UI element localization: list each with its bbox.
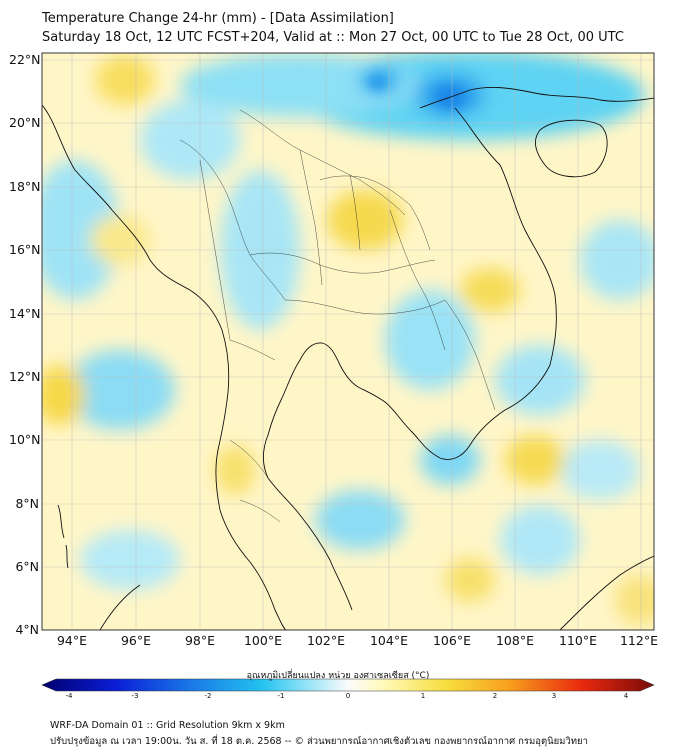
borders xyxy=(179,109,496,523)
colorbar-tick: -2 xyxy=(204,692,212,700)
lat-label: 8°N xyxy=(15,496,39,511)
map-frame xyxy=(41,52,655,631)
lon-label: 96°E xyxy=(120,633,152,648)
lon-label: 102°E xyxy=(306,633,345,648)
chart-subtitle: Saturday 18 Oct, 12 UTC FCST+204, Valid … xyxy=(42,30,624,45)
lon-label: 110°E xyxy=(558,633,597,648)
chart-title: Temperature Change 24-hr (mm) - [Data As… xyxy=(42,11,394,26)
colorbar-tick: 0 xyxy=(345,692,351,700)
lat-label: 6°N xyxy=(15,559,39,574)
lat-label: 20°N xyxy=(9,115,41,130)
colorbar-tick: -4 xyxy=(65,692,73,700)
colorbar-tick: -1 xyxy=(277,692,285,700)
colorbar-tick: 3 xyxy=(551,692,557,700)
lat-label: 10°N xyxy=(9,432,41,447)
lat-label: 22°N xyxy=(9,52,41,67)
lat-label: 18°N xyxy=(9,179,41,194)
footer-credit: ปรับปรุงข้อมูล ณ เวลา 19:00น. วัน ส. ที่… xyxy=(50,736,588,747)
lon-label: 94°E xyxy=(56,633,88,648)
lat-label: 16°N xyxy=(9,242,41,257)
colorbar-tick: -3 xyxy=(131,692,139,700)
lon-label: 106°E xyxy=(432,633,471,648)
colorbar-tick: 4 xyxy=(623,692,629,700)
temperature-field xyxy=(42,53,654,630)
colorbar-title: อุณหภูมิเปลี่ยนแปลง หน่วย องศาเซลเซียส (… xyxy=(246,671,430,681)
lat-label: 12°N xyxy=(9,369,41,384)
lat-label: 4°N xyxy=(15,622,39,637)
colorbar xyxy=(41,678,655,692)
lon-label: 100°E xyxy=(243,633,282,648)
field-blobs xyxy=(42,53,654,625)
lat-label: 14°N xyxy=(9,306,41,321)
lon-label: 104°E xyxy=(369,633,408,648)
colorbar-tick: 1 xyxy=(420,692,426,700)
coastlines xyxy=(42,86,654,630)
footer-model-info: WRF-DA Domain 01 :: Grid Resolution 9km … xyxy=(50,720,285,731)
lon-label: 98°E xyxy=(184,633,216,648)
lon-label: 112°E xyxy=(619,633,658,648)
colorbar-tick: 2 xyxy=(492,692,498,700)
lon-label: 108°E xyxy=(495,633,534,648)
